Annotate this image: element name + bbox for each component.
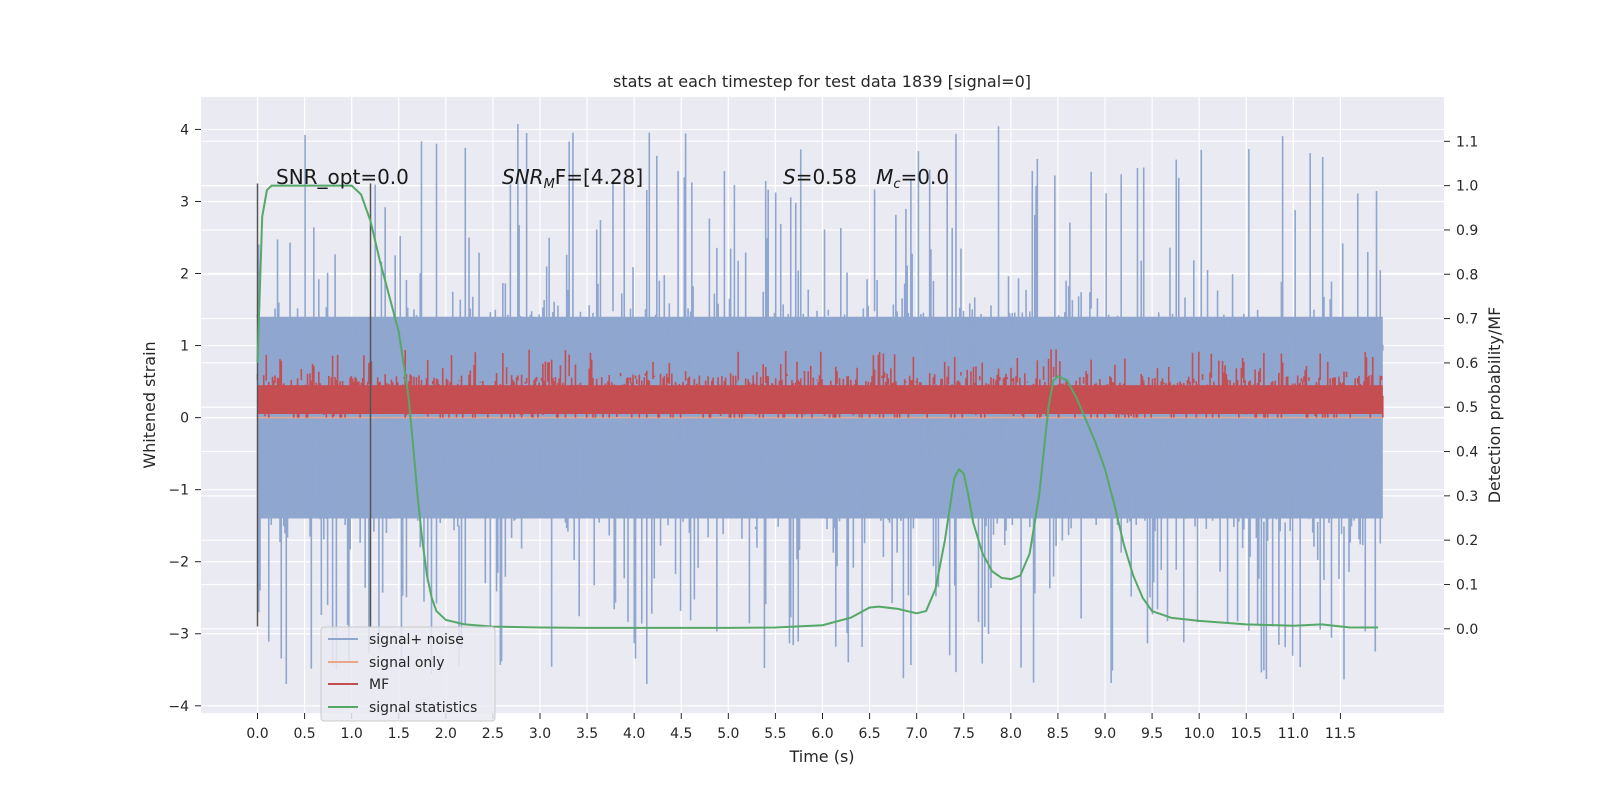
x-tick-label-16: 8.0 [1000, 726, 1022, 742]
annotation-mc-sub: c [893, 177, 900, 192]
y-right-tick-label-1: 0.1 [1456, 577, 1478, 593]
annotation-snr-mf: SNRMF=[4.28] [502, 165, 643, 192]
x-tick-label-21: 10.5 [1231, 726, 1262, 742]
y-axis-left-title: Whitened strain [140, 341, 159, 468]
x-tick-label-3: 1.5 [388, 726, 410, 742]
x-tick-label-10: 5.0 [717, 726, 739, 742]
legend-label-mf: MF [369, 677, 389, 693]
x-tick-label-22: 11.0 [1278, 726, 1309, 742]
y-left-tick-label-5: 1 [180, 339, 189, 355]
y-right-tick-label-7: 0.7 [1456, 312, 1478, 328]
legend-label-signal-statistics: signal statistics [369, 700, 477, 716]
y-right-tick-label-2: 0.2 [1456, 533, 1478, 549]
series-signal-statistics [256, 184, 1379, 629]
y-right-tick-label-3: 0.3 [1456, 489, 1478, 505]
y-right-tick-label-9: 0.9 [1456, 223, 1478, 239]
x-tick-label-19: 9.5 [1141, 726, 1163, 742]
y-left-tick-label-1: −3 [168, 627, 189, 643]
legend-label-signal-noise: signal+ noise [369, 632, 464, 648]
y-left-tick-label-7: 3 [180, 194, 189, 210]
y-left-tick-label-6: 2 [180, 267, 189, 283]
x-axis-title: Time (s) [788, 747, 854, 766]
y-right-tick-label-4: 0.4 [1456, 445, 1478, 461]
y-right-tick-label-0: 0.0 [1456, 622, 1478, 638]
annotation-s-mc: S=0.58 Mc=0.0 [783, 165, 949, 192]
x-tick-label-17: 8.5 [1047, 726, 1069, 742]
x-tick-label-20: 10.0 [1184, 726, 1215, 742]
legend-box [320, 626, 496, 722]
y-left-tick-label-2: −2 [168, 555, 189, 571]
chart-title: stats at each timestep for test data 183… [613, 72, 1031, 91]
annotation-mc-var: M [876, 165, 893, 189]
x-tick-label-0: 0.0 [246, 726, 268, 742]
legend: signal+ noise signal only MF signal stat… [320, 626, 496, 722]
y-left-tick-label-3: −1 [168, 483, 189, 499]
x-tick-label-12: 6.0 [811, 726, 833, 742]
annotation-snr-mf-sub: M [544, 177, 555, 192]
y-right-tick-label-10: 1.0 [1456, 179, 1478, 195]
series-mf [256, 349, 1384, 418]
y-right-tick-label-5: 0.5 [1456, 400, 1478, 416]
vertical-markers [256, 183, 372, 627]
x-tick-label-23: 11.5 [1325, 726, 1356, 742]
tick-layer: 0.0 0.5 1.0 1.5 2.0 2.5 3.0 3.5 4.0 4.5 5.0 5.5 6.0 6… [168, 122, 1478, 742]
y-left-tick-label-8: 4 [180, 122, 189, 138]
y-right-tick-label-6: 0.6 [1456, 356, 1478, 372]
y-left-tick-label-4: 0 [180, 411, 189, 427]
annotation-snr-opt: SNR_opt=0.0 [276, 165, 409, 189]
y-left-tick-label-0: −4 [168, 699, 189, 715]
annotation-s-var: S [783, 165, 796, 189]
x-tick-label-2: 1.0 [341, 726, 363, 742]
annotation-snr-mf-main: SNR [502, 165, 544, 189]
x-tick-label-5: 2.5 [482, 726, 504, 742]
y-right-tick-label-8: 0.8 [1456, 267, 1478, 283]
annotation-mc-value: =0.0 [901, 165, 950, 189]
x-tick-label-9: 4.5 [670, 726, 692, 742]
y-axis-right-title: Detection probability/MF [1485, 307, 1504, 504]
y-right-tick-label-11: 1.1 [1456, 134, 1478, 150]
x-tick-label-11: 5.5 [764, 726, 786, 742]
x-tick-label-15: 7.5 [953, 726, 975, 742]
x-tick-label-6: 3.0 [529, 726, 551, 742]
x-tick-label-8: 4.0 [623, 726, 645, 742]
x-tick-label-13: 6.5 [858, 726, 880, 742]
x-tick-label-18: 9.0 [1094, 726, 1116, 742]
annotation-s-value: =0.58 [796, 165, 876, 189]
x-tick-label-1: 0.5 [293, 726, 315, 742]
annotation-snr-mf-rest: F=[4.28] [555, 165, 643, 189]
x-tick-label-4: 2.0 [435, 726, 457, 742]
legend-label-signal-only: signal only [369, 655, 444, 671]
x-tick-label-14: 7.0 [906, 726, 928, 742]
series-signal-statistics-line [256, 184, 1379, 629]
annotations: SNR_opt=0.0 SNRMF=[4.28] S=0.58 Mc=0.0 [276, 165, 949, 192]
x-tick-label-7: 3.5 [576, 726, 598, 742]
